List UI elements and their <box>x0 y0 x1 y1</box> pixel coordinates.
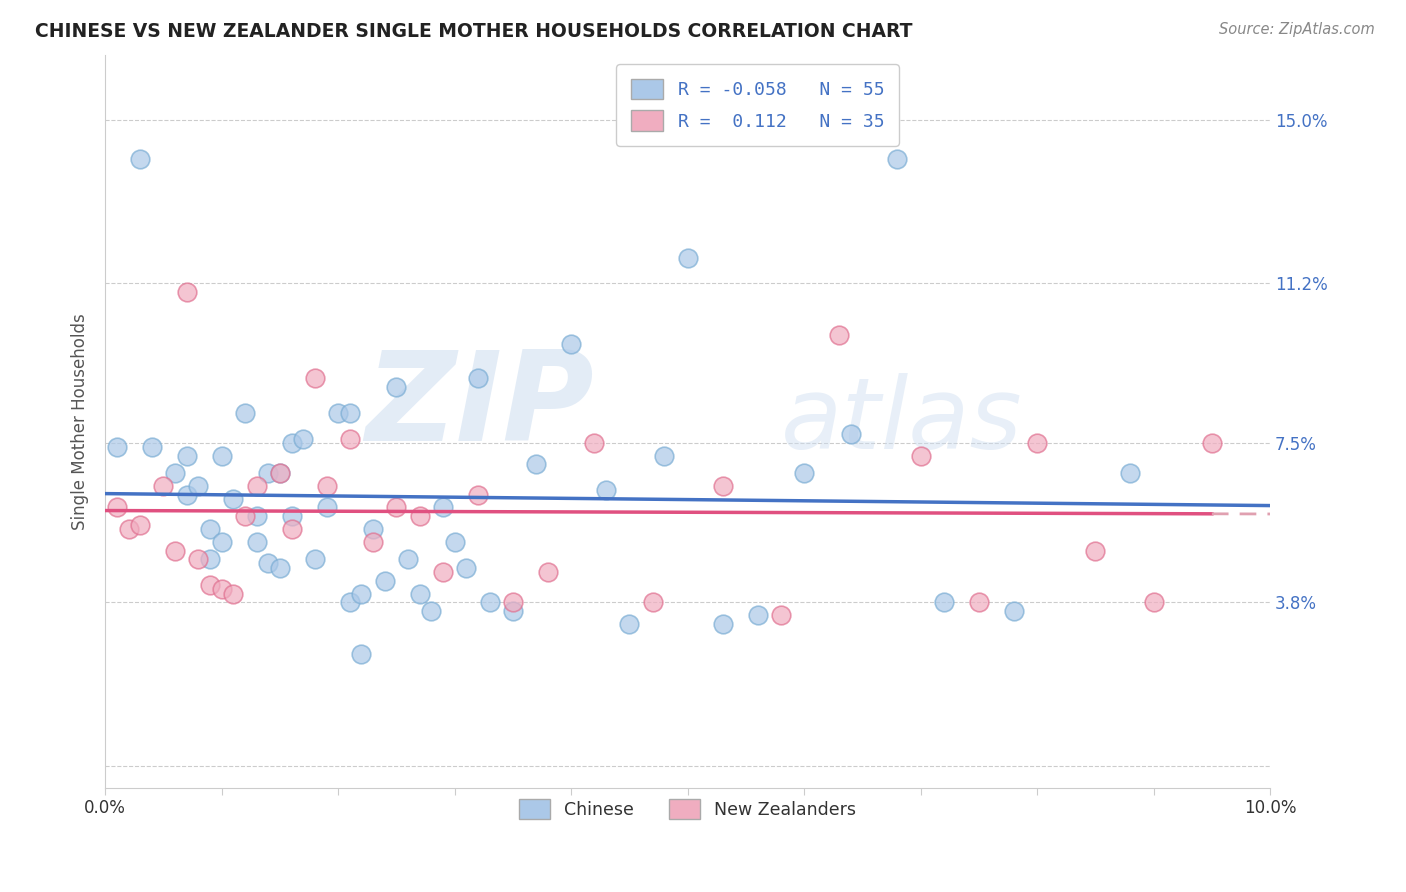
Point <box>409 587 432 601</box>
Point <box>1026 435 1049 450</box>
Point <box>233 406 256 420</box>
Point <box>246 479 269 493</box>
Point <box>222 491 245 506</box>
Point <box>595 483 617 498</box>
Point <box>187 479 209 493</box>
Point <box>350 587 373 601</box>
Point <box>211 535 233 549</box>
Point <box>176 449 198 463</box>
Point <box>222 587 245 601</box>
Point <box>385 380 408 394</box>
Point <box>420 604 443 618</box>
Point <box>1084 543 1107 558</box>
Text: Source: ZipAtlas.com: Source: ZipAtlas.com <box>1219 22 1375 37</box>
Point <box>328 406 350 420</box>
Point <box>117 522 139 536</box>
Point <box>467 487 489 501</box>
Point <box>129 152 152 166</box>
Point <box>315 479 337 493</box>
Point <box>361 522 384 536</box>
Point <box>315 500 337 515</box>
Y-axis label: Single Mother Households: Single Mother Households <box>72 313 89 530</box>
Point <box>280 509 302 524</box>
Point <box>443 535 465 549</box>
Legend: Chinese, New Zealanders: Chinese, New Zealanders <box>512 792 863 827</box>
Point <box>524 458 547 472</box>
Point <box>280 522 302 536</box>
Point <box>478 595 501 609</box>
Point <box>165 466 187 480</box>
Point <box>502 595 524 609</box>
Point <box>676 251 699 265</box>
Point <box>246 535 269 549</box>
Point <box>198 552 221 566</box>
Point <box>304 371 326 385</box>
Point <box>886 152 908 166</box>
Point <box>839 427 862 442</box>
Point <box>257 557 280 571</box>
Text: CHINESE VS NEW ZEALANDER SINGLE MOTHER HOUSEHOLDS CORRELATION CHART: CHINESE VS NEW ZEALANDER SINGLE MOTHER H… <box>35 22 912 41</box>
Point <box>105 440 128 454</box>
Point <box>292 432 315 446</box>
Point <box>1143 595 1166 609</box>
Point <box>350 647 373 661</box>
Point <box>396 552 419 566</box>
Text: atlas: atlas <box>780 373 1022 470</box>
Point <box>176 487 198 501</box>
Point <box>967 595 990 609</box>
Point <box>409 509 432 524</box>
Point <box>769 608 792 623</box>
Point <box>105 500 128 515</box>
Point <box>361 535 384 549</box>
Point <box>560 336 582 351</box>
Point <box>1201 435 1223 450</box>
Point <box>129 517 152 532</box>
Point <box>711 616 734 631</box>
Point <box>747 608 769 623</box>
Point <box>432 565 454 579</box>
Point <box>1119 466 1142 480</box>
Point <box>269 466 291 480</box>
Point <box>1002 604 1025 618</box>
Point <box>198 578 221 592</box>
Point <box>141 440 163 454</box>
Point <box>828 328 851 343</box>
Point <box>432 500 454 515</box>
Point <box>910 449 932 463</box>
Point <box>711 479 734 493</box>
Point <box>280 435 302 450</box>
Point <box>198 522 221 536</box>
Point <box>654 449 676 463</box>
Point <box>152 479 174 493</box>
Point <box>537 565 560 579</box>
Point <box>583 435 606 450</box>
Point <box>269 466 291 480</box>
Point <box>339 432 361 446</box>
Point <box>619 616 641 631</box>
Point <box>502 604 524 618</box>
Point <box>932 595 955 609</box>
Point <box>467 371 489 385</box>
Point <box>456 561 478 575</box>
Point <box>246 509 269 524</box>
Point <box>211 582 233 597</box>
Point <box>641 595 664 609</box>
Point <box>233 509 256 524</box>
Text: ZIP: ZIP <box>366 346 595 467</box>
Point <box>165 543 187 558</box>
Point <box>176 285 198 299</box>
Point <box>793 466 815 480</box>
Point <box>339 595 361 609</box>
Point <box>339 406 361 420</box>
Point <box>269 561 291 575</box>
Point <box>257 466 280 480</box>
Point <box>374 574 396 588</box>
Point <box>211 449 233 463</box>
Point <box>304 552 326 566</box>
Point <box>187 552 209 566</box>
Point <box>385 500 408 515</box>
